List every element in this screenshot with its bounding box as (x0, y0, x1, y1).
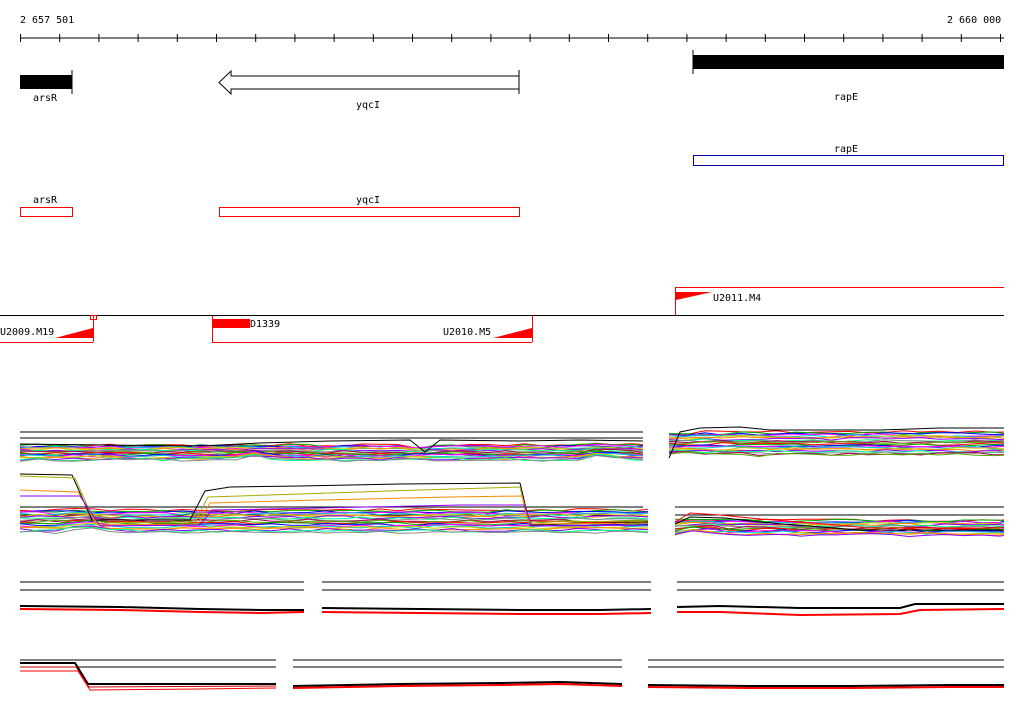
gene-rapE-label: rapE (834, 92, 858, 103)
gene-yqcI[interactable]: yqcI (218, 69, 520, 111)
profile-trace (674, 518, 1005, 523)
profile-trace (19, 452, 643, 460)
reverse-arrow-icon (218, 69, 520, 96)
profile-trace (19, 448, 644, 455)
profile-trace (19, 527, 649, 535)
gene-rapE[interactable]: rapE (692, 50, 1004, 103)
segment-u2011-m4[interactable]: U2011.M4 (675, 287, 1004, 315)
segment-u2011-label: U2011.M4 (713, 293, 761, 304)
coordinate-ruler: 2 657 501 2 660 000 (20, 15, 1004, 42)
ruler-ticks (20, 34, 1001, 42)
gene-arsR[interactable]: arsR (20, 70, 73, 104)
profile-trace (19, 454, 644, 461)
expression-panel-b-right (674, 506, 1005, 538)
profile-trace (19, 519, 649, 525)
profile-trace (668, 433, 1005, 439)
profile-trace (674, 521, 1005, 527)
ruler-end-label: 2 660 000 (947, 15, 1001, 26)
profile-trace (668, 447, 1005, 452)
ruler-start-label: 2 657 501 (20, 15, 74, 26)
feature-rapE-label: rapE (834, 144, 858, 155)
gene-yqcI-label: yqcI (356, 100, 380, 111)
expression-panel-b-left (19, 473, 649, 535)
profile-trace (19, 525, 649, 531)
profile-trace (668, 449, 1005, 454)
segment-u2009-m19[interactable]: U2009.M19 (0, 315, 97, 343)
gene-track: arsR yqcI rapE (20, 50, 1004, 111)
expression-panel-c (19, 581, 1005, 617)
profile-trace (19, 515, 649, 521)
profile-trace (19, 454, 644, 463)
feature-yqcI-red[interactable]: yqcI (219, 195, 520, 217)
expression-panel-a-left (19, 431, 644, 463)
profile-trace (19, 509, 649, 513)
profile-trace (668, 435, 1005, 440)
segment-u2010-label: U2010.M5 (443, 327, 491, 338)
gene-arsR-label: arsR (33, 93, 58, 104)
feature-track: rapE arsR yqcI (20, 144, 1004, 217)
profile-trace (668, 451, 1005, 458)
profile-trace (674, 524, 1005, 529)
segment-d1339[interactable]: D1339 (212, 316, 532, 343)
feature-yqcI-label: yqcI (356, 195, 380, 206)
segment-u2009-label: U2009.M19 (0, 327, 54, 338)
segment-track: U2011.M4 U2009.M19 D1339 U2010.M5 (0, 287, 1004, 343)
segment-d1339-label: D1339 (250, 319, 280, 330)
profile-trace (19, 447, 644, 453)
red-triangle-icon (493, 328, 532, 338)
expression-panel-d (20, 659, 1004, 691)
feature-arsR-red[interactable]: arsR (20, 195, 73, 217)
profile-trace (674, 529, 1005, 536)
profile-trace (668, 437, 1005, 442)
profile-trace (668, 441, 1005, 445)
profile-trace (19, 515, 649, 520)
profile-trace (674, 530, 1005, 538)
red-triangle-icon (55, 328, 93, 338)
feature-rapE-blue[interactable]: rapE (693, 144, 1004, 166)
segment-u2010-m5[interactable]: U2010.M5 (443, 316, 533, 342)
profile-trace (19, 526, 649, 533)
profile-trace (19, 511, 648, 517)
red-triangle-icon (676, 292, 712, 300)
profile-trace (668, 450, 1004, 456)
profile-trace (668, 442, 1005, 446)
expression-panel-a-right (668, 426, 1005, 459)
feature-arsR-label: arsR (33, 195, 58, 206)
